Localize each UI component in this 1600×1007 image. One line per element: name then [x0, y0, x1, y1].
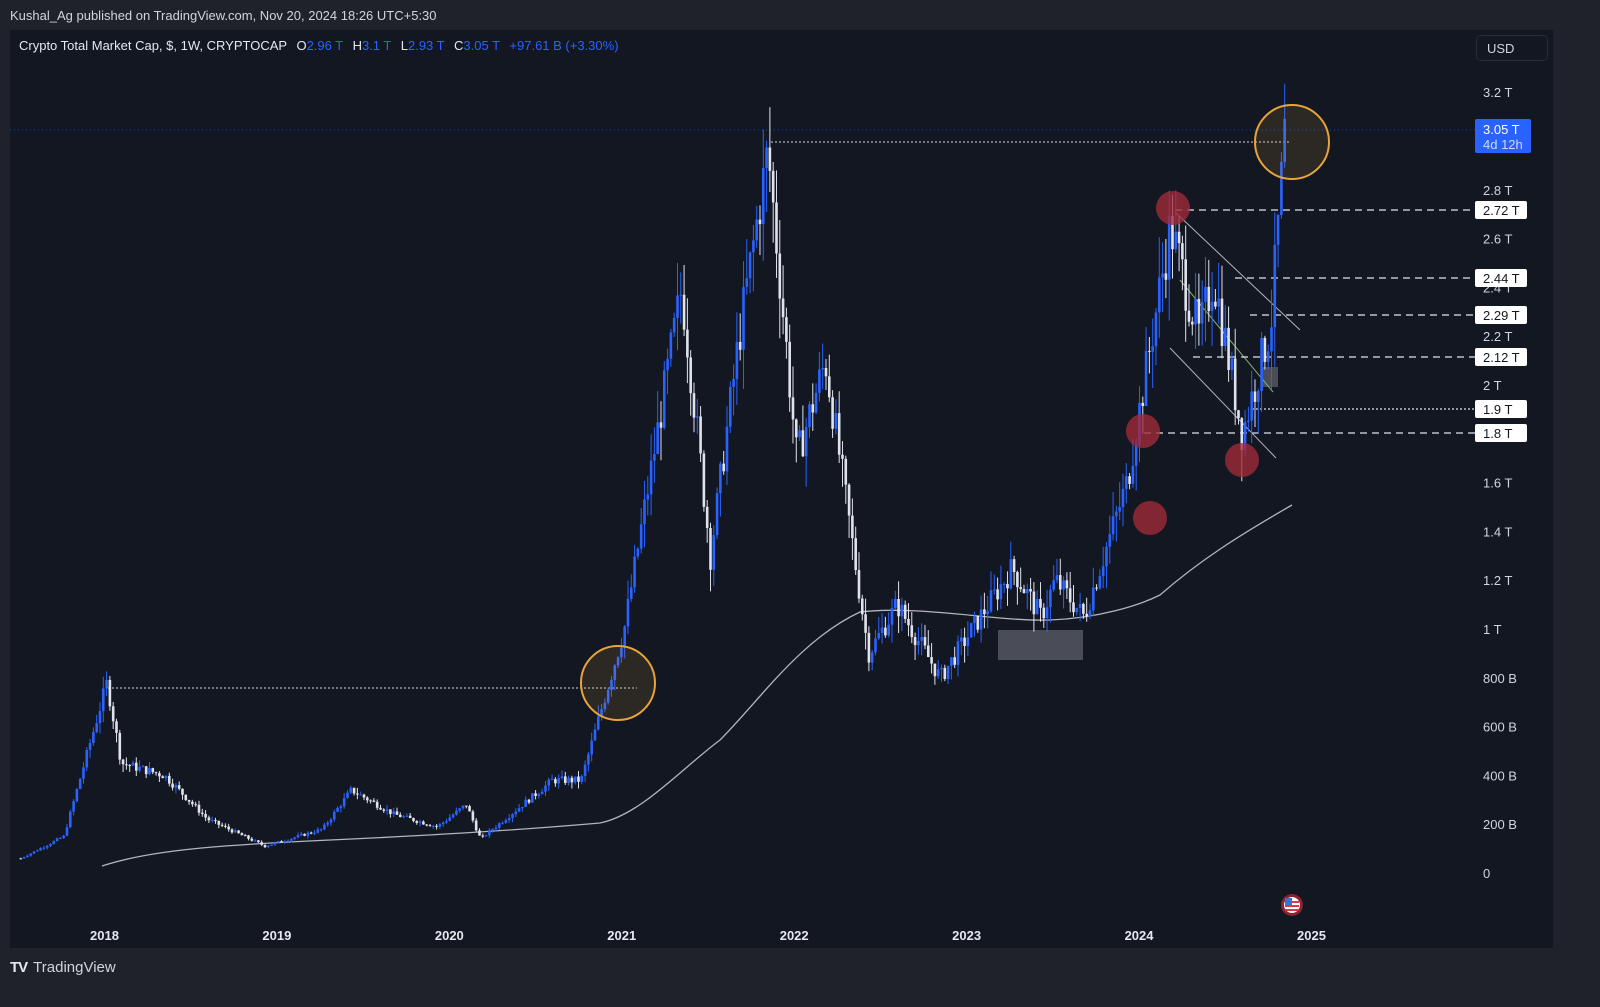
- us-flag-event-icon[interactable]: [1281, 894, 1303, 916]
- level-label: 1.9 T: [1483, 402, 1512, 417]
- high-label: H: [352, 38, 362, 53]
- channel-top-line: [1174, 211, 1301, 331]
- price-tick: 2 T: [1483, 378, 1502, 393]
- price-tag-value: 3.05 T: [1483, 122, 1520, 137]
- candlestick-series: [19, 83, 1286, 860]
- time-axis[interactable]: 2018 2019 2020 2021 2022 2023 2024 2025: [90, 928, 1326, 943]
- red-marker-high: [1156, 191, 1190, 225]
- level-label: 2.12 T: [1483, 350, 1520, 365]
- red-marker-3: [1225, 443, 1259, 477]
- change-value: +97.61 B (+3.30%): [509, 38, 619, 53]
- small-box: [1261, 367, 1278, 387]
- brand-name: TradingView: [33, 959, 116, 976]
- price-tick: 3.2 T: [1483, 85, 1512, 100]
- close-value: 3.05 T: [463, 38, 500, 53]
- price-tick: 400 B: [1483, 768, 1517, 783]
- level-labels: 2.72 T 2.44 T 2.29 T 2.12 T 1.9 T 1.8 T: [1475, 201, 1527, 442]
- swing-point-markers: [1126, 191, 1259, 535]
- tradingview-logo-icon: TV: [10, 959, 28, 976]
- breakout-circle-2021: [580, 645, 656, 721]
- high-value: 3.1 T: [361, 38, 392, 53]
- open-label: O: [296, 38, 307, 53]
- footer-brand[interactable]: TV TradingView: [10, 959, 116, 976]
- price-tick: 2.8 T: [1483, 183, 1512, 198]
- time-tick: 2020: [435, 928, 464, 943]
- time-tick: 2025: [1297, 928, 1326, 943]
- breakout-circle-2024: [1254, 104, 1330, 180]
- red-marker-1: [1126, 414, 1160, 448]
- price-tag-countdown: 4d 12h: [1483, 137, 1523, 152]
- level-label: 1.8 T: [1483, 426, 1512, 441]
- price-tick: 1.4 T: [1483, 524, 1512, 539]
- price-tick: 200 B: [1483, 817, 1517, 832]
- price-tick: 0: [1483, 866, 1490, 881]
- time-tick: 2024: [1125, 928, 1155, 943]
- symbol-legend[interactable]: Crypto Total Market Cap, $, 1W, CRYPTOCA…: [19, 38, 619, 53]
- level-label: 2.44 T: [1483, 271, 1520, 286]
- close-label: C: [454, 38, 464, 53]
- time-tick: 2018: [90, 928, 119, 943]
- time-tick: 2019: [262, 928, 291, 943]
- price-tick: 1 T: [1483, 622, 1502, 637]
- symbol-name: Crypto Total Market Cap, $, 1W, CRYPTOCA…: [19, 38, 287, 53]
- current-price-tag: 3.05 T 4d 12h: [1475, 119, 1531, 153]
- red-marker-2: [1133, 501, 1167, 535]
- channel-bottom-line: [1169, 347, 1277, 459]
- time-tick: 2021: [607, 928, 636, 943]
- consolidation-box: [998, 630, 1083, 660]
- chart-panel[interactable]: [10, 30, 1553, 948]
- price-axis[interactable]: 3.2 T2.8 T2.6 T2.4 T2.2 T2 T1.6 T1.4 T1.…: [1483, 85, 1517, 881]
- time-tick: 2023: [952, 928, 981, 943]
- currency-button[interactable]: USD: [1476, 35, 1548, 61]
- open-value: 2.96 T: [306, 38, 343, 53]
- low-value: 2.93 T: [407, 38, 445, 53]
- level-label: 2.72 T: [1483, 203, 1520, 218]
- price-tick: 2.2 T: [1483, 329, 1512, 344]
- low-label: L: [400, 38, 408, 53]
- time-tick: 2022: [780, 928, 809, 943]
- moving-average-line: [101, 504, 1293, 867]
- published-info: Kushal_Ag published on TradingView.com, …: [10, 8, 437, 23]
- price-tick: 2.6 T: [1483, 232, 1512, 247]
- level-label: 2.29 T: [1483, 308, 1520, 323]
- price-tick: 1.2 T: [1483, 573, 1512, 588]
- price-tick: 600 B: [1483, 720, 1517, 735]
- price-tick: 1.6 T: [1483, 476, 1512, 491]
- horizontal-levels: [1144, 209, 1475, 434]
- price-tick: 800 B: [1483, 671, 1517, 686]
